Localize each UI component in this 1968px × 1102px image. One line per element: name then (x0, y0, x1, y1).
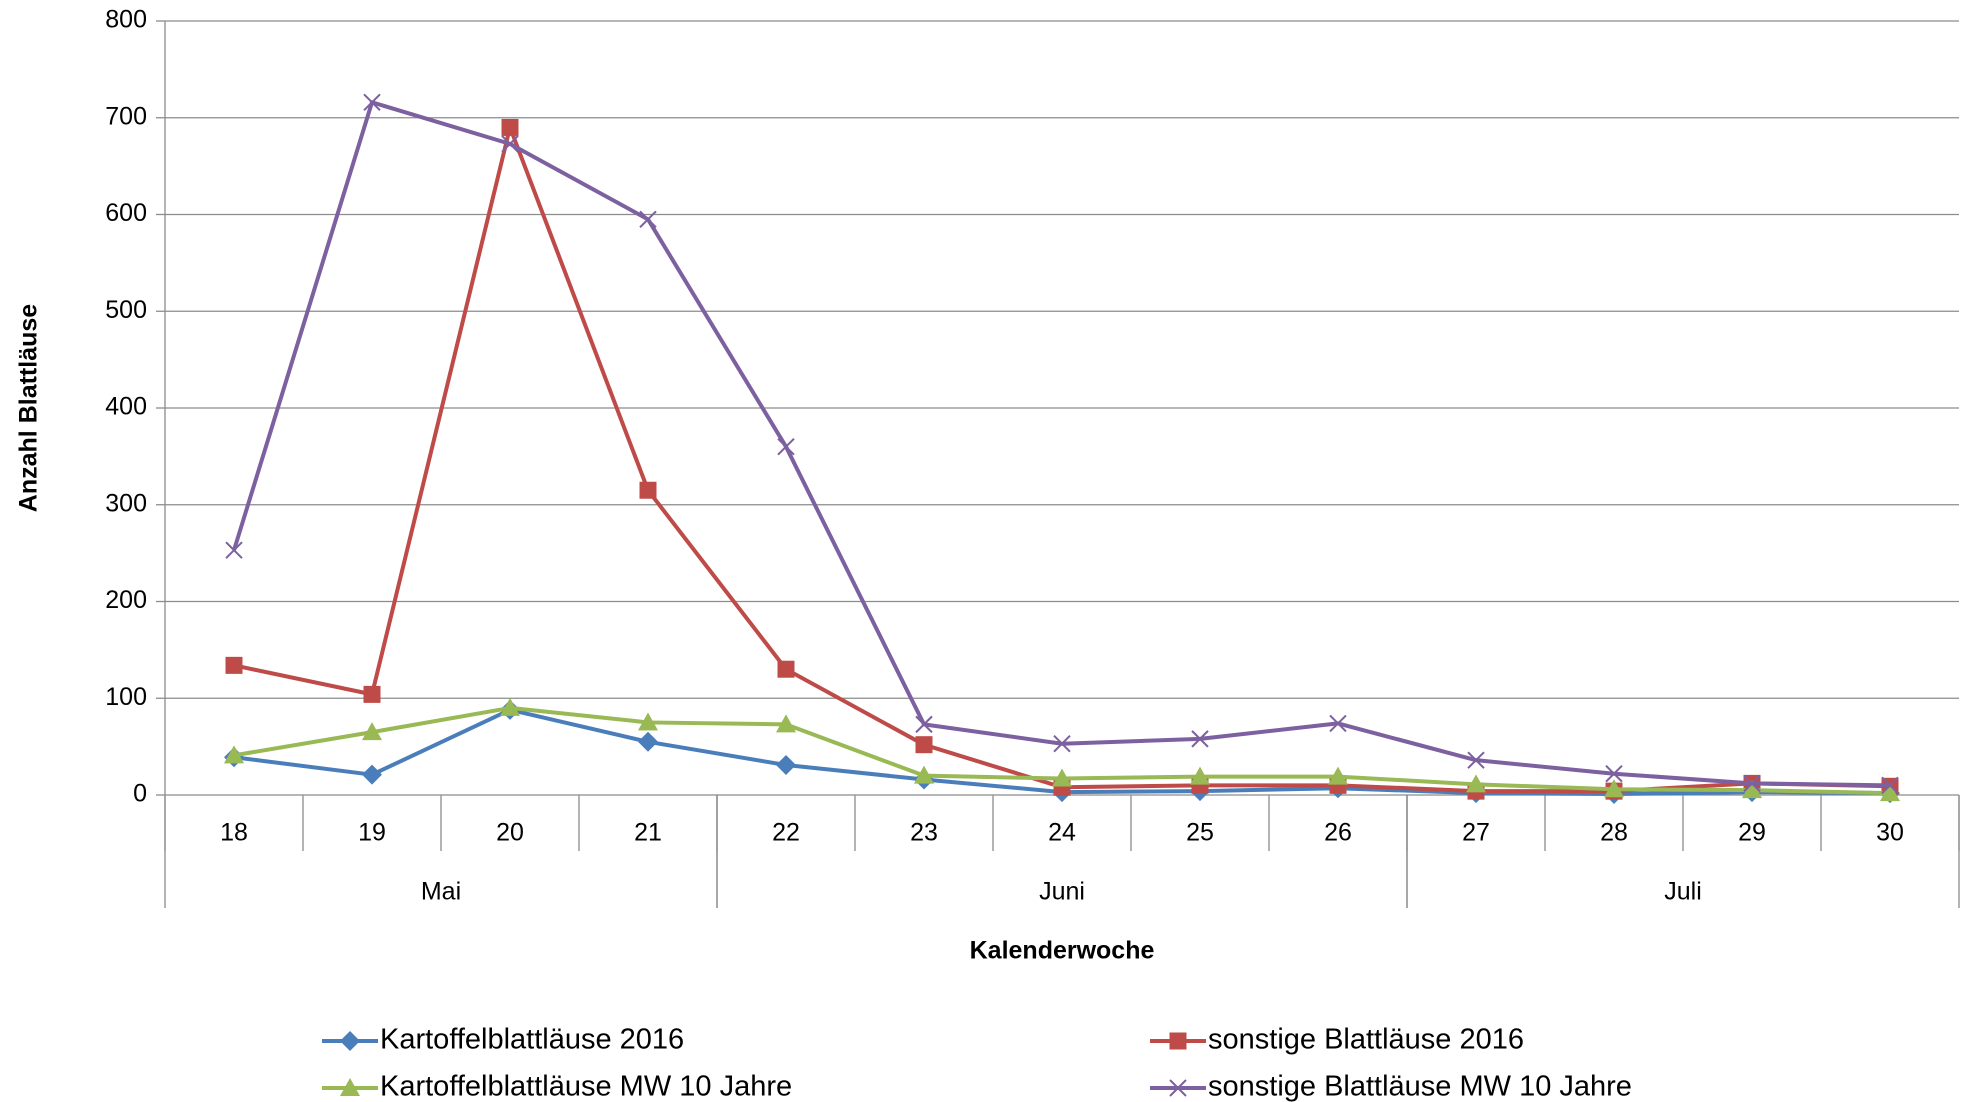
marker (501, 118, 519, 136)
marker (1467, 751, 1485, 769)
marker (363, 685, 381, 703)
x-tick-label: 18 (220, 819, 248, 847)
marker (639, 210, 657, 229)
marker (915, 736, 933, 754)
y-tick-label: 700 (105, 102, 147, 130)
y-tick-label: 500 (105, 296, 147, 324)
marker (225, 656, 243, 674)
marker (1169, 1079, 1187, 1097)
y-tick-label: 100 (105, 683, 147, 711)
marker (224, 745, 244, 764)
marker (1466, 774, 1486, 793)
marker (501, 135, 519, 153)
marker (1742, 780, 1762, 799)
marker (363, 93, 381, 111)
marker (1604, 779, 1624, 798)
marker (776, 755, 796, 776)
y-tick-label: 300 (105, 489, 147, 517)
group-label: Mai (421, 878, 461, 906)
marker (1605, 765, 1623, 783)
marker (500, 697, 520, 716)
marker (638, 712, 658, 731)
series-line (233, 125, 1891, 794)
legend-label: Kartoffelblattläuse MW 10 Jahre (380, 1071, 792, 1102)
marker (777, 437, 795, 456)
group-label: Juli (1664, 878, 1702, 906)
x-tick-label: 22 (772, 819, 800, 847)
marker (914, 765, 934, 784)
marker (1329, 714, 1347, 733)
series-line (232, 100, 1891, 788)
x-tick-label: 19 (358, 819, 386, 847)
marker (340, 1031, 360, 1051)
x-tick-label: 25 (1186, 819, 1214, 847)
x-tick-label: 30 (1876, 819, 1904, 847)
marker (1052, 768, 1072, 787)
marker (1881, 776, 1899, 795)
group-label: Juni (1039, 878, 1085, 906)
marker (1191, 730, 1209, 748)
marker (776, 714, 796, 733)
marker (1169, 1032, 1187, 1050)
legend-label: sonstige Blattläuse MW 10 Jahre (1208, 1071, 1632, 1102)
marker (340, 1078, 360, 1096)
marker (1053, 735, 1071, 753)
marker (225, 541, 243, 559)
marker (362, 722, 382, 741)
y-tick-label: 400 (105, 393, 147, 421)
x-axis-title: Kalenderwoche (970, 937, 1155, 965)
marker (638, 731, 658, 752)
legend-label: Kartoffelblattläuse 2016 (380, 1024, 684, 1056)
x-tick-label: 20 (496, 819, 524, 847)
marker (1743, 774, 1761, 793)
x-tick-label: 24 (1048, 819, 1076, 847)
marker (639, 481, 657, 499)
x-tick-label: 26 (1324, 819, 1352, 847)
y-tick-label: 0 (133, 780, 147, 808)
marker (362, 764, 382, 785)
y-axis-title: Anzahl Blattläuse (15, 304, 43, 512)
y-tick-label: 200 (105, 586, 147, 614)
y-tick-label: 800 (105, 6, 147, 34)
marker (1328, 766, 1348, 785)
x-tick-label: 27 (1462, 819, 1490, 847)
marker (777, 660, 795, 678)
legend-label: sonstige Blattläuse 2016 (1208, 1024, 1524, 1056)
marker (1190, 766, 1210, 785)
x-tick-label: 21 (634, 819, 662, 847)
y-tick-label: 600 (105, 199, 147, 227)
x-tick-label: 23 (910, 819, 938, 847)
marker (1880, 783, 1900, 802)
x-tick-label: 29 (1738, 819, 1766, 847)
marker (915, 715, 933, 734)
x-tick-label: 28 (1600, 819, 1628, 847)
